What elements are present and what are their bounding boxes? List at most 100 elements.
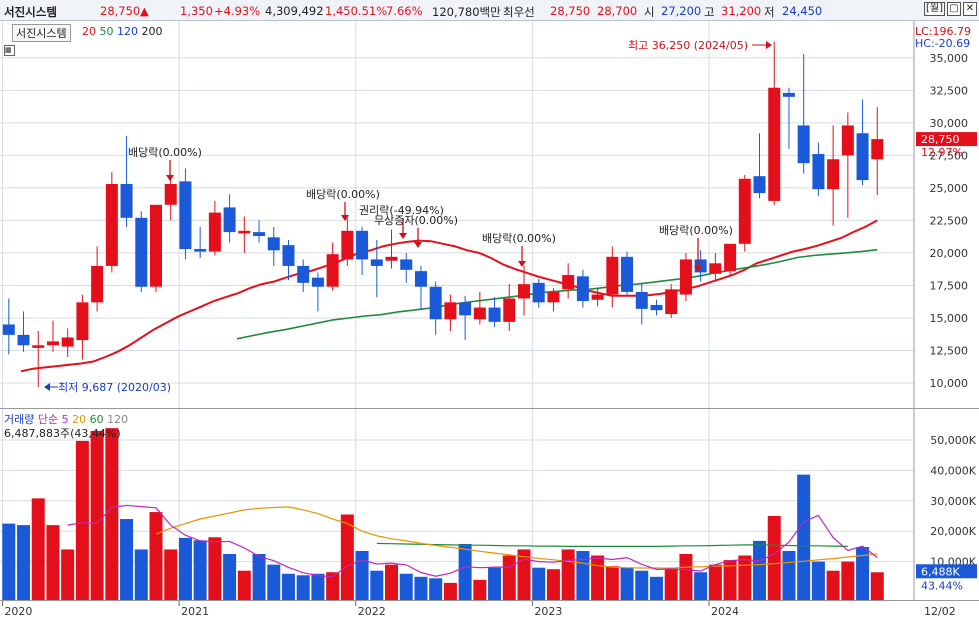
volume-bar bbox=[576, 550, 590, 600]
time-axis: 2020 2021 2022 2023 2024 12/02 bbox=[0, 600, 979, 619]
candle-body bbox=[444, 302, 457, 320]
ma-legend-200: 200 bbox=[141, 25, 163, 38]
close-window-icon[interactable]: ✕ bbox=[963, 2, 977, 16]
best-quote-label: 최우선 bbox=[503, 5, 535, 19]
volume-ma-20: 20 bbox=[72, 413, 87, 426]
event-arrow-icon bbox=[414, 242, 422, 248]
date-tag: 12/02 bbox=[924, 605, 956, 618]
event-label: 배당락(0.00%) bbox=[306, 188, 380, 201]
grid-toggle-icon[interactable]: ▦ bbox=[4, 45, 15, 56]
volume-bar bbox=[75, 440, 89, 600]
stock-legend-name[interactable]: 서진시스템 bbox=[12, 24, 71, 42]
low-label: 저 bbox=[764, 5, 775, 19]
candle-body bbox=[135, 217, 148, 287]
all-time-low-label: 최저 9,687 (2020/03) bbox=[58, 381, 171, 394]
current-price: 28,750 bbox=[100, 4, 141, 18]
volume-bar bbox=[767, 516, 781, 600]
price-tick-label: 15,000 bbox=[930, 312, 969, 325]
candle-body bbox=[709, 263, 722, 274]
volume-ma-60: 60 bbox=[89, 413, 104, 426]
volume-pct-tag: 43.44% bbox=[921, 579, 963, 592]
best-ask: 28,750 bbox=[550, 4, 591, 18]
low-price: 24,450 bbox=[782, 4, 823, 18]
price-panel[interactable]: 10,000 12,500 15,000 17,500 20,000 22,500 25,0… bbox=[0, 21, 979, 409]
volume-ma-5: 5 bbox=[61, 413, 69, 426]
volume-bar bbox=[591, 555, 605, 600]
price-tick-label: 25,000 bbox=[930, 182, 969, 195]
price-change-pct: +4.93% bbox=[214, 4, 261, 18]
volume-bar bbox=[649, 576, 663, 600]
volume-legend[interactable]: 거래량 단순 5 20 60 120 bbox=[4, 411, 128, 427]
hc-label: HC:-20.69 bbox=[915, 37, 970, 50]
price-tag-bg bbox=[916, 132, 977, 147]
up-arrow-icon: ▲ bbox=[140, 4, 149, 18]
x-tick-label: 2023 bbox=[534, 605, 562, 618]
candle-body bbox=[120, 183, 133, 218]
stock-name[interactable]: 서진시스템 bbox=[4, 5, 57, 19]
volume-bar bbox=[223, 554, 237, 600]
volume-bar bbox=[2, 523, 16, 600]
high-price: 31,200 bbox=[721, 4, 762, 18]
pct-tag: 12.97% bbox=[921, 146, 963, 159]
volume-bar bbox=[664, 567, 678, 600]
event-label: 권리락(-49.94%) bbox=[359, 204, 444, 217]
candle-body bbox=[282, 245, 295, 266]
open-price: 27,200 bbox=[661, 4, 702, 18]
volume-bar bbox=[46, 525, 60, 600]
event-arrow-icon bbox=[166, 175, 174, 181]
volume-legend-title: 거래량 bbox=[4, 413, 35, 426]
volume-bar bbox=[105, 428, 119, 600]
volume-bar bbox=[414, 576, 428, 600]
volume-bar bbox=[753, 540, 767, 600]
candle-body bbox=[76, 302, 89, 341]
all-time-high-label: 최고 36,250 (2024/05) bbox=[628, 39, 748, 52]
volume-bar bbox=[708, 564, 722, 600]
candle-body bbox=[768, 87, 781, 201]
candle-body bbox=[179, 181, 192, 250]
restore-window-icon[interactable]: ▢ bbox=[947, 2, 961, 16]
candle-body bbox=[297, 265, 310, 283]
volume-chart[interactable]: 10,000K20,000K30,000K40,000K50,000K6,488… bbox=[0, 409, 979, 600]
volume-ma20-line bbox=[155, 506, 878, 569]
period-button[interactable]: [월] bbox=[923, 2, 945, 16]
volume-bar bbox=[826, 570, 840, 600]
ma-legend-20: 20 bbox=[82, 25, 96, 38]
event-label: 무상증자(0.00%) bbox=[374, 214, 458, 227]
candle-body bbox=[459, 302, 472, 316]
price-tick-label: 20,000 bbox=[930, 247, 969, 260]
volume-bar bbox=[134, 549, 148, 600]
candle-body bbox=[32, 345, 45, 348]
candle-body bbox=[370, 259, 383, 266]
volume-bar bbox=[797, 474, 811, 600]
ma-legend[interactable]: 20 50 120 200 bbox=[82, 25, 163, 38]
volume-bar bbox=[679, 554, 693, 600]
ma-legend-50: 50 bbox=[99, 25, 114, 38]
volume-bar bbox=[502, 555, 516, 600]
open-label: 시 bbox=[644, 5, 655, 19]
volume-bar bbox=[841, 561, 855, 600]
volume-bar bbox=[31, 498, 45, 600]
volume-bar bbox=[694, 572, 708, 600]
volume-bar bbox=[458, 543, 472, 600]
volume-ma5-line bbox=[67, 504, 878, 578]
event-arrow-icon bbox=[341, 215, 349, 221]
ma20-line bbox=[20, 219, 878, 373]
price-tick-label: 12,500 bbox=[930, 344, 969, 357]
volume-bar bbox=[605, 566, 619, 600]
volume-bar bbox=[488, 567, 502, 600]
volume-bar bbox=[738, 555, 752, 600]
candle-body bbox=[17, 334, 30, 346]
price-tick-label: 27,500 bbox=[930, 149, 969, 162]
low-arrow-icon bbox=[44, 383, 50, 391]
candle-body bbox=[576, 276, 589, 302]
candle-body bbox=[606, 256, 619, 295]
volume-ratio: 1,450.51% bbox=[325, 4, 388, 18]
volume-bar bbox=[517, 549, 531, 600]
event-arrow-icon bbox=[518, 261, 526, 267]
volume-ma60-line bbox=[376, 542, 848, 547]
volume-bar bbox=[620, 567, 634, 600]
volume-panel[interactable]: 10,000K 20,000K 30,000K 40,000K 50,000K 6,488… bbox=[0, 409, 979, 600]
ma50-line bbox=[236, 248, 878, 340]
volume-bar bbox=[237, 570, 251, 600]
price-chart[interactable]: 10,000 12,500 15,000 17,500 20,000 22,500 25,0… bbox=[0, 21, 979, 409]
